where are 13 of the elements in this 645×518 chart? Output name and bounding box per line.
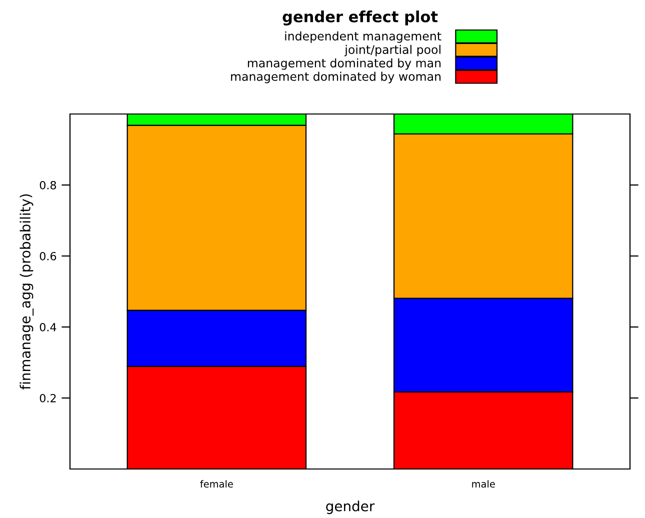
chart-title: gender effect plot [282, 10, 438, 26]
y-tick-label: 0.8 [40, 180, 56, 190]
legend-label: management dominated by man [248, 58, 441, 70]
y-axis-title: finmanage_agg (probability) [20, 194, 34, 390]
x-tick-label: female [200, 480, 233, 488]
x-axis-title: gender [326, 500, 375, 514]
x-tick-label: male [472, 480, 495, 488]
legend-label: joint/partial pool [344, 44, 440, 56]
legend-label: independent management [285, 31, 442, 43]
y-tick-label: 0.4 [40, 322, 56, 332]
legend-label: management dominated by woman [231, 72, 441, 84]
y-tick-label: 0.2 [40, 394, 56, 402]
y-tick-label: 0.6 [40, 252, 56, 260]
